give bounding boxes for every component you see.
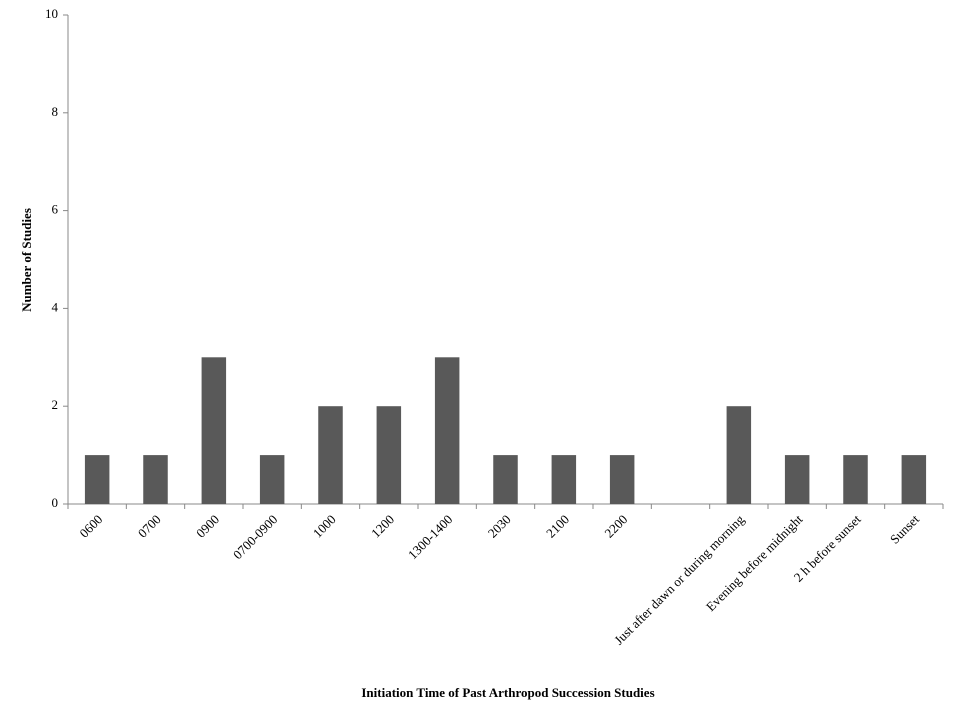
- y-axis-title: Number of Studies: [19, 208, 34, 312]
- x-tick-label: 0900: [193, 512, 222, 541]
- bar: [434, 357, 460, 504]
- bar: [609, 455, 635, 504]
- bar: [201, 357, 227, 504]
- x-tick-label: 2030: [485, 512, 514, 541]
- x-tick-label: 0600: [76, 512, 105, 541]
- bar: [493, 455, 518, 504]
- x-tick-label: Evening before midnight: [703, 511, 806, 614]
- bar: [84, 455, 110, 504]
- bar: [376, 406, 402, 504]
- bar: [259, 455, 285, 504]
- x-axis-title: Initiation Time of Past Arthropod Succes…: [361, 685, 654, 700]
- bar: [318, 406, 343, 504]
- bar: [143, 455, 168, 504]
- x-tick-label: 1000: [310, 512, 339, 541]
- x-tick-label: Sunset: [887, 511, 922, 546]
- x-tick-label: 0700: [135, 512, 164, 541]
- bar: [843, 455, 868, 504]
- bar: [901, 455, 927, 504]
- bar: [551, 455, 577, 504]
- x-tick-label: 2200: [601, 512, 630, 541]
- x-tick-label: 1300-1400: [405, 512, 455, 562]
- x-tick-label: 1200: [368, 512, 397, 541]
- bar: [784, 455, 810, 504]
- x-tick-label: 2100: [543, 512, 572, 541]
- y-tick-label: 6: [52, 202, 59, 217]
- y-tick-label: 8: [52, 104, 59, 119]
- y-tick-label: 10: [45, 6, 58, 21]
- bar: [726, 406, 752, 504]
- y-tick-label: 4: [52, 299, 59, 314]
- y-tick-label: 2: [52, 397, 59, 412]
- y-tick-label: 0: [52, 495, 59, 510]
- x-tick-label: 0700-0900: [230, 512, 280, 562]
